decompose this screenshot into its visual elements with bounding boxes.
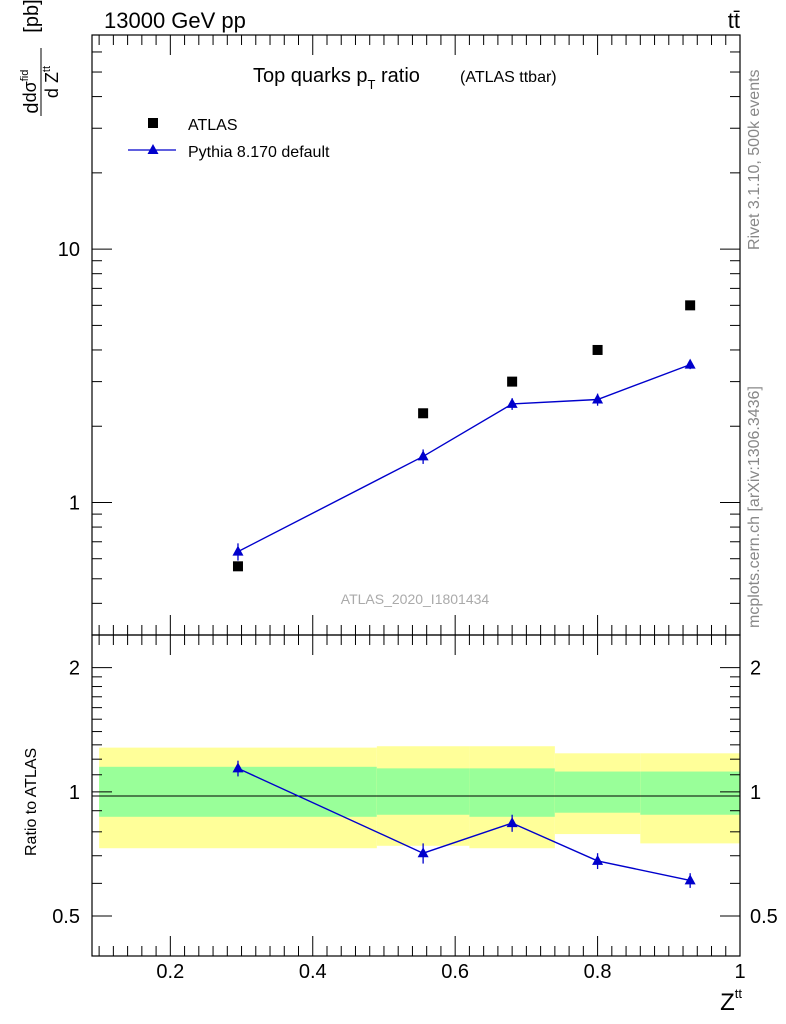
ratio-pythia-point	[232, 762, 244, 773]
pythia-point	[592, 393, 604, 404]
ylabel-den: d Z	[42, 72, 62, 98]
energy-label: 13000 GeV pp	[104, 8, 246, 33]
legend-marker-pythia	[147, 144, 159, 154]
x-tick-label: 0.4	[299, 961, 327, 983]
ratio-y-tick-label-right: 1	[750, 782, 761, 804]
x-axis-label: Ztt	[720, 986, 742, 1016]
legend-label-atlas: ATLAS	[188, 117, 238, 134]
title-main: Top quarks p	[253, 65, 368, 87]
rivet-label: Rivet 3.1.10, 500k events	[746, 69, 763, 250]
x-tick-label: 0.8	[584, 961, 612, 983]
ylabel-unit: [pb]	[21, 0, 43, 33]
pythia-line	[237, 364, 691, 553]
xlabel-sup: tt	[735, 986, 743, 1001]
ratio-bands	[99, 746, 740, 849]
ratio-y-tick-label-right: 2	[750, 658, 761, 680]
ratio-pythia-point	[506, 817, 518, 828]
uncertainty-band-inner	[554, 771, 641, 813]
ratio-pythia-point	[684, 874, 696, 885]
ratio-y-tick-label-left: 2	[69, 658, 80, 680]
ratio-ticks: 0.5 0.5 1 1 2 2 0.2 0.4 0.6 0.8 1	[52, 635, 778, 983]
legend-marker-atlas	[148, 118, 158, 128]
xlabel-main: Z	[720, 989, 735, 1016]
legend-label-pythia: Pythia 8.170 default	[188, 144, 330, 161]
ratio-y-tick-label-right: 0.5	[750, 906, 778, 928]
uncertainty-band-inner	[469, 768, 555, 817]
ratio-pythia-point	[417, 847, 429, 858]
pythia-point	[684, 358, 696, 369]
main-series	[237, 364, 691, 553]
legend: ATLAS Pythia 8.170 default	[128, 117, 330, 161]
ylabel-num: dσ	[20, 81, 40, 102]
ratio-ylabel: Ratio to ATLAS	[23, 748, 40, 856]
ratio-panel: 0.5 0.5 1 1 2 2 0.2 0.4 0.6 0.8 1 Ratio to ATLAS Z…	[23, 634, 778, 1016]
main-ylabel: d dσfid d Ztt [pb]	[19, 0, 62, 116]
chart-title-paren: (ATLAS ttbar)	[460, 69, 557, 86]
ratio-points	[232, 760, 696, 888]
uncertainty-band-inner	[640, 771, 740, 815]
ylabel-num-sup: fid	[19, 70, 31, 82]
atlas-point	[418, 408, 429, 419]
atlas-point	[232, 561, 243, 572]
y-tick-label: 1	[69, 493, 80, 515]
ratio-frame	[91, 634, 741, 957]
ratio-y-tick-label-left: 1	[69, 782, 80, 804]
mcplots-label: mcplots.cern.ch [arXiv:1306.3436]	[746, 386, 763, 628]
title-tail: ratio	[375, 65, 419, 87]
pythia-point	[232, 545, 244, 556]
x-tick-label: 1	[734, 961, 745, 983]
main-points	[232, 300, 696, 572]
ratio-y-tick-label-left: 0.5	[52, 906, 80, 928]
pythia-point	[506, 397, 518, 408]
analysis-label: ATLAS_2020_I1801434	[341, 591, 490, 607]
y-tick-label: 10	[58, 239, 80, 261]
chart-title: Top quarks pT ratio	[253, 65, 420, 92]
x-tick-label: 0.6	[441, 961, 469, 983]
uncertainty-band-inner	[376, 768, 470, 815]
ylabel-den-sup: tt	[41, 66, 53, 72]
ylabel-numerator: dσfid	[19, 70, 40, 103]
process-label: tt̄	[728, 8, 740, 33]
atlas-point	[507, 376, 518, 387]
x-tick-label: 0.2	[156, 961, 184, 983]
atlas-point	[685, 300, 696, 311]
ylabel-denominator: d Ztt	[41, 66, 62, 98]
ylabel-d-top: d	[21, 102, 43, 113]
pythia-point	[417, 450, 429, 461]
main-ticks: 1 10	[58, 34, 741, 636]
atlas-point	[592, 344, 603, 355]
title-sub: T	[368, 77, 376, 92]
main-panel: 1 10 Top quarks pT ratio (ATLAS ttbar) AT…	[19, 0, 741, 636]
ratio-pythia-point	[592, 854, 604, 865]
